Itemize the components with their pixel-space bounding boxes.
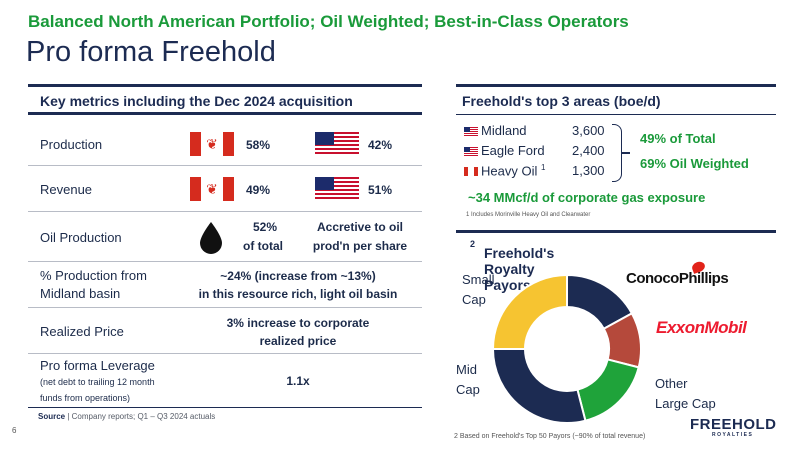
metric-label-line2: Midland basin xyxy=(40,286,121,301)
area-row-eagle-ford: Eagle Ford xyxy=(464,143,545,161)
canada-flag-icon: ❦ xyxy=(190,132,234,156)
metric-row-midland: % Production from Midland basin ~24% (in… xyxy=(28,262,422,308)
label-line: Mid xyxy=(456,362,477,377)
canada-share: 49% xyxy=(246,183,271,197)
area-name: Eagle Ford xyxy=(481,143,545,158)
us-flag-icon xyxy=(464,127,478,137)
logo-subtext: ROYALTIES xyxy=(712,432,754,438)
metric-row-production: Production ❦ 58% 42% xyxy=(28,124,422,166)
area-value: 3,600 xyxy=(572,123,605,138)
source-note: Source | Company reports; Q1 – Q3 2024 a… xyxy=(38,412,215,421)
slide-title: Pro forma Freehold xyxy=(26,36,276,68)
oil-drop-icon xyxy=(200,222,222,254)
payors-footnote: 2 Based on Freehold's Top 50 Payors (~90… xyxy=(454,433,646,440)
payors-donut-chart xyxy=(492,274,642,424)
area-value: 2,400 xyxy=(572,143,605,158)
donut-slice-other-large-cap xyxy=(576,358,640,422)
area-row-midland: Midland xyxy=(464,123,527,141)
metric-label: Oil Production xyxy=(40,230,122,245)
label-line: Cap xyxy=(462,292,486,307)
key-metrics-heading: Key metrics including the Dec 2024 acqui… xyxy=(40,93,353,109)
label-line: Other xyxy=(655,376,688,391)
oil-note-line1: Accretive to oil xyxy=(316,220,404,234)
metric-label: Production xyxy=(40,137,103,152)
us-flag-icon xyxy=(315,177,359,201)
label-line: Small xyxy=(462,272,495,287)
source-label: Source xyxy=(38,412,66,421)
label-line: Cap xyxy=(456,382,480,397)
payors-heading: Freehold's Royalty Payors 2 xyxy=(470,239,554,293)
us-share: 51% xyxy=(368,183,393,197)
metric-label-line1: Pro forma Leverage xyxy=(40,358,155,373)
pct-total: 49% of Total xyxy=(640,131,716,146)
midland-value-line1: ~24% (increase from ~13%) xyxy=(220,269,376,283)
canada-flag-icon xyxy=(464,167,478,177)
canada-share: 58% xyxy=(246,138,271,152)
midland-value-line2: in this resource rich, light oil basin xyxy=(198,287,398,301)
top-areas-heading: Freehold's top 3 areas (boe/d) xyxy=(462,93,661,109)
metric-label: Realized Price xyxy=(40,324,124,339)
oil-note-line2: prod'n per share xyxy=(312,239,408,253)
bracket xyxy=(612,124,622,182)
metric-label-small2: funds from operations) xyxy=(40,393,131,403)
metric-row-leverage: Pro forma Leverage (net debt to trailing… xyxy=(28,354,422,408)
key-metrics-header: Key metrics including the Dec 2024 acqui… xyxy=(28,84,422,115)
realized-value-line1: 3% increase to corporate xyxy=(226,316,370,330)
page-number: 6 xyxy=(12,426,17,435)
areas-footnote: 1 Includes Morinville Heavy Oil and Clea… xyxy=(466,212,591,218)
oil-share-line1: 52% xyxy=(252,220,278,234)
metric-label: Revenue xyxy=(40,182,93,197)
oil-share-line2: of total xyxy=(243,239,283,253)
metric-row-revenue: Revenue ❦ 49% 51% xyxy=(28,166,422,212)
donut-slice-small-cap xyxy=(492,274,568,350)
leverage-value: 1.1x xyxy=(286,374,310,388)
logo-text: ConocoPhillips xyxy=(626,270,729,287)
us-share: 42% xyxy=(368,138,393,152)
footnote-marker: 2 xyxy=(470,239,476,249)
exxonmobil-logo: ExxonMobil xyxy=(656,318,747,337)
area-row-heavy-oil: Heavy Oil 1 xyxy=(464,163,545,181)
bracket-tick xyxy=(622,152,630,154)
metric-label-small1: (net debt to trailing 12 month xyxy=(40,377,155,387)
source-text: | Company reports; Q1 – Q3 2024 actuals xyxy=(65,412,216,421)
label-other-large-cap: Other Large Cap xyxy=(655,374,716,414)
metric-row-realized-price: Realized Price 3% increase to corporate … xyxy=(28,308,422,354)
label-small-cap: Small Cap xyxy=(462,270,495,310)
payors-heading-text: Freehold's Royalty Payors xyxy=(484,245,555,293)
area-name: Heavy Oil xyxy=(481,163,538,179)
metric-label-line1: % Production from xyxy=(40,268,147,283)
canada-flag-icon: ❦ xyxy=(190,177,234,201)
conocophillips-logo: ConocoPhillips xyxy=(626,260,729,287)
label-mid-cap: Mid Cap xyxy=(456,360,480,400)
area-name: Midland xyxy=(481,123,527,138)
donut-slice-mid-cap xyxy=(492,348,587,424)
slide-subtitle: Balanced North American Portfolio; Oil W… xyxy=(28,12,629,31)
metric-row-oil-production: Oil Production 52% of total Accretive to… xyxy=(28,212,422,262)
footnote-marker: 1 xyxy=(540,163,546,172)
realized-value-line2: realized price xyxy=(259,334,337,348)
gas-exposure: ~34 MMcf/d of corporate gas exposure xyxy=(468,190,706,205)
top-areas-header: Freehold's top 3 areas (boe/d) xyxy=(456,84,776,115)
us-flag-icon xyxy=(315,132,359,156)
freehold-logo: FREEHOLD ROYALTIES xyxy=(690,416,777,438)
oil-weighted: 69% Oil Weighted xyxy=(640,156,749,171)
logo-text: FREEHOLD xyxy=(690,416,777,433)
payors-header: Freehold's Royalty Payors 2 xyxy=(456,230,776,293)
us-flag-icon xyxy=(464,147,478,157)
area-value: 1,300 xyxy=(572,163,605,178)
label-line: Large Cap xyxy=(655,396,716,411)
